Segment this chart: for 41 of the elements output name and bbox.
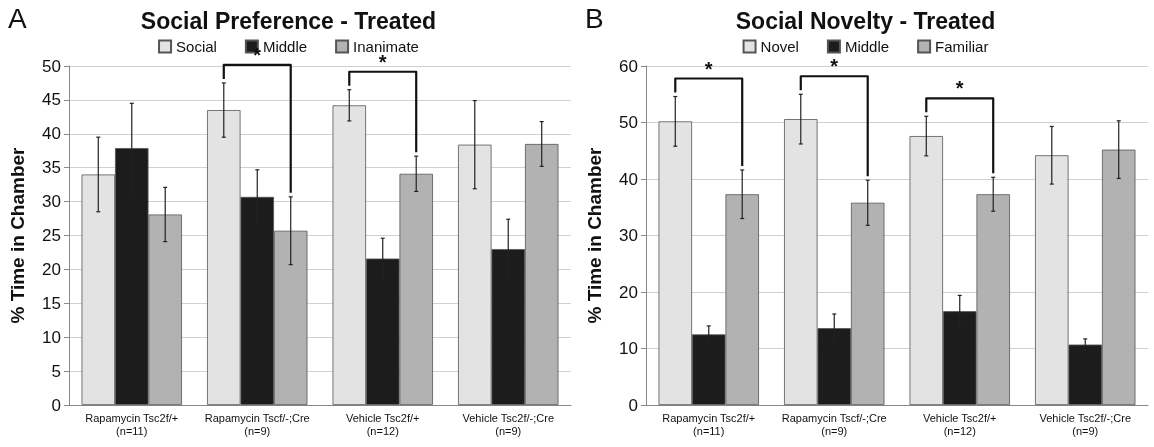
legend-label: Social (176, 38, 217, 55)
x-tick-label: Vehicle Tsc2f/-;Cre (n=9) (1039, 411, 1132, 437)
text: B (585, 2, 604, 34)
x-tick-label: Rapamycin Tscf/-;Cre (n=9) (204, 411, 310, 437)
legend-label: Inanimate (353, 38, 419, 55)
y-tick-label: 0 (628, 395, 638, 415)
y-tick-label: 5 (51, 361, 61, 381)
y-tick-label: 40 (42, 124, 61, 144)
y-tick-label: 35 (42, 158, 61, 178)
x-tick-label: Rapamycin Tsc2f/+ (n=11) (85, 411, 179, 437)
y-tick-label: 30 (619, 226, 638, 245)
annotation: * (830, 55, 839, 78)
legend-label: Middle (844, 38, 890, 55)
x-tick-label: Rapamycin Tscf/-;Cre (n=9) (781, 411, 887, 437)
x-tick-label: Rapamycin Tsc2f/+ (n=11) (662, 411, 756, 437)
legend-label: Middle (262, 38, 308, 55)
y-tick-label: 40 (619, 169, 638, 189)
chart-title: Social Preference - Treated (140, 7, 437, 34)
y-tick-label: 45 (42, 90, 61, 110)
y-tick-label: 0 (51, 395, 61, 415)
text: A (8, 2, 27, 34)
y-tick-label: 25 (42, 226, 61, 245)
y-tick-label: 20 (42, 259, 61, 279)
y-tick-label: 50 (42, 56, 61, 76)
annotation: * (955, 77, 964, 100)
x-tick-label: Vehicle Tsc2f/+ (n=12) (923, 411, 997, 437)
annotation: * (704, 57, 713, 80)
y-tick-label: 10 (619, 339, 638, 358)
chart-title: Social Novelty - Treated (735, 7, 996, 34)
y-axis-title: % Time in Chamber (584, 146, 605, 324)
y-tick-label: 20 (619, 282, 638, 302)
y-tick-label: 60 (619, 56, 638, 76)
y-tick-label: 15 (42, 293, 61, 313)
x-tick-label: Vehicle Tsc2f/-;Cre (n=9) (462, 411, 555, 437)
y-tick-label: 30 (42, 192, 61, 212)
y-tick-label: 50 (619, 113, 638, 132)
legend-label: Familiar (935, 38, 989, 55)
legend-label: Novel (760, 38, 799, 55)
x-tick-label: Vehicle Tsc2f/+ (n=12) (346, 411, 420, 437)
y-tick-label: 10 (42, 327, 61, 347)
y-axis-title: % Time in Chamber (7, 146, 28, 324)
